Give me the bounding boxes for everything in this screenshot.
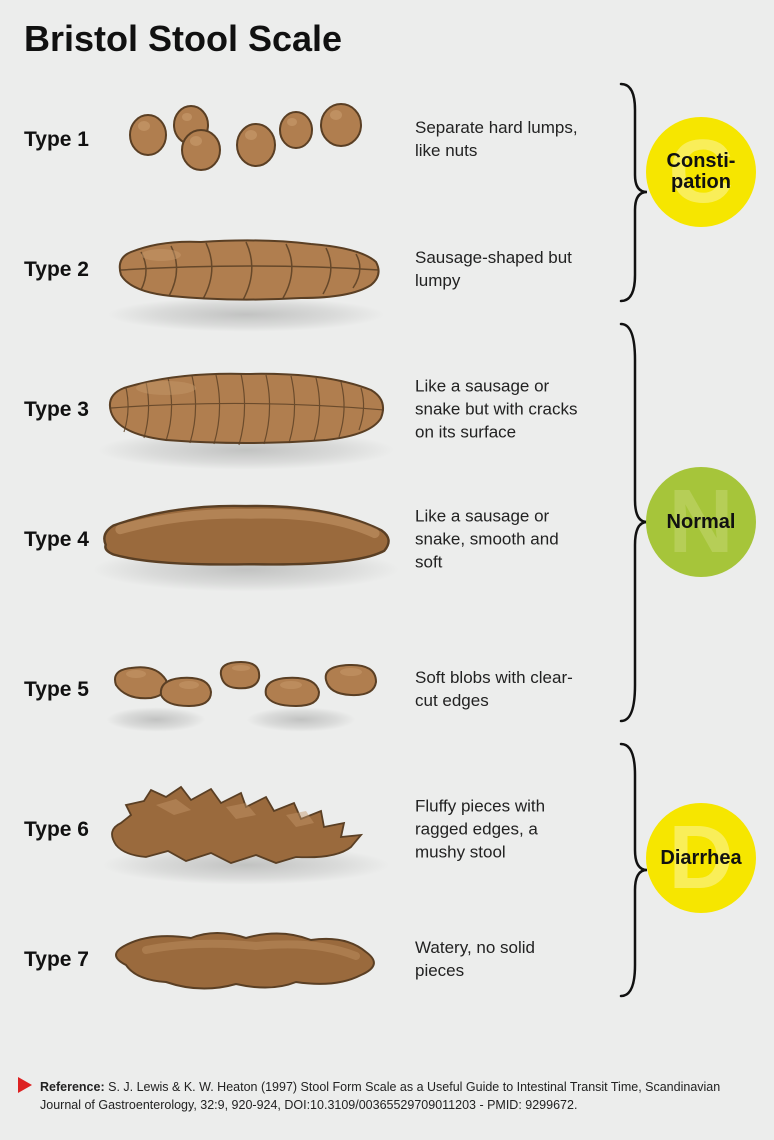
stool-illustration-5: [96, 620, 396, 760]
type-label: Type 2: [24, 258, 89, 282]
stool-illustration-6: [96, 760, 396, 900]
page-title: Bristol Stool Scale: [24, 18, 342, 60]
group-badge-constipation: C Consti-pation: [646, 117, 756, 227]
group-bracket-normal: [619, 320, 649, 725]
reference-arrow-icon: [18, 1077, 32, 1093]
stool-illustration-7: [96, 890, 396, 1030]
stool-description: Separate hard lumps, like nuts: [415, 117, 585, 163]
group-bracket-diarrhea: [619, 740, 649, 1000]
stool-illustration-1: [96, 70, 396, 210]
stool-description: Sausage-shaped but lumpy: [415, 247, 585, 293]
stool-description: Like a sausage or snake but with cracks …: [415, 376, 585, 445]
stool-description: Soft blobs with clear-cut edges: [415, 667, 585, 713]
type-label: Type 1: [24, 128, 89, 152]
stool-description: Like a sausage or snake, smooth and soft: [415, 506, 585, 575]
type-label: Type 5: [24, 678, 89, 702]
stool-illustration-2: [96, 200, 396, 340]
stool-illustration-3: [96, 340, 396, 480]
stool-row-2: Type 2 Sausage-shaped but lumpy: [0, 200, 774, 340]
type-label: Type 3: [24, 398, 89, 422]
badge-label: Normal: [667, 512, 736, 533]
reference-text: Reference: S. J. Lewis & K. W. Heaton (1…: [40, 1079, 754, 1114]
badge-label: Consti-pation: [667, 151, 736, 193]
stool-description: Watery, no solid pieces: [415, 937, 585, 983]
stool-row-7: Type 7 Watery, no solid pieces: [0, 890, 774, 1030]
stool-illustration-4: [96, 470, 396, 610]
stool-description: Fluffy pieces with ragged edges, a mushy…: [415, 796, 585, 865]
stool-row-3: Type 3 Like a sausage or snake but with …: [0, 340, 774, 480]
group-badge-normal: N Normal: [646, 467, 756, 577]
group-bracket-constipation: [619, 80, 649, 305]
reference-body: S. J. Lewis & K. W. Heaton (1997) Stool …: [40, 1080, 720, 1112]
type-label: Type 6: [24, 818, 89, 842]
stool-row-5: Type 5 Soft blobs with clear-cut edges: [0, 620, 774, 760]
reference-label: Reference:: [40, 1080, 105, 1094]
group-badge-diarrhea: D Diarrhea: [646, 803, 756, 913]
type-label: Type 7: [24, 948, 89, 972]
badge-label: Diarrhea: [660, 848, 741, 869]
type-label: Type 4: [24, 528, 89, 552]
